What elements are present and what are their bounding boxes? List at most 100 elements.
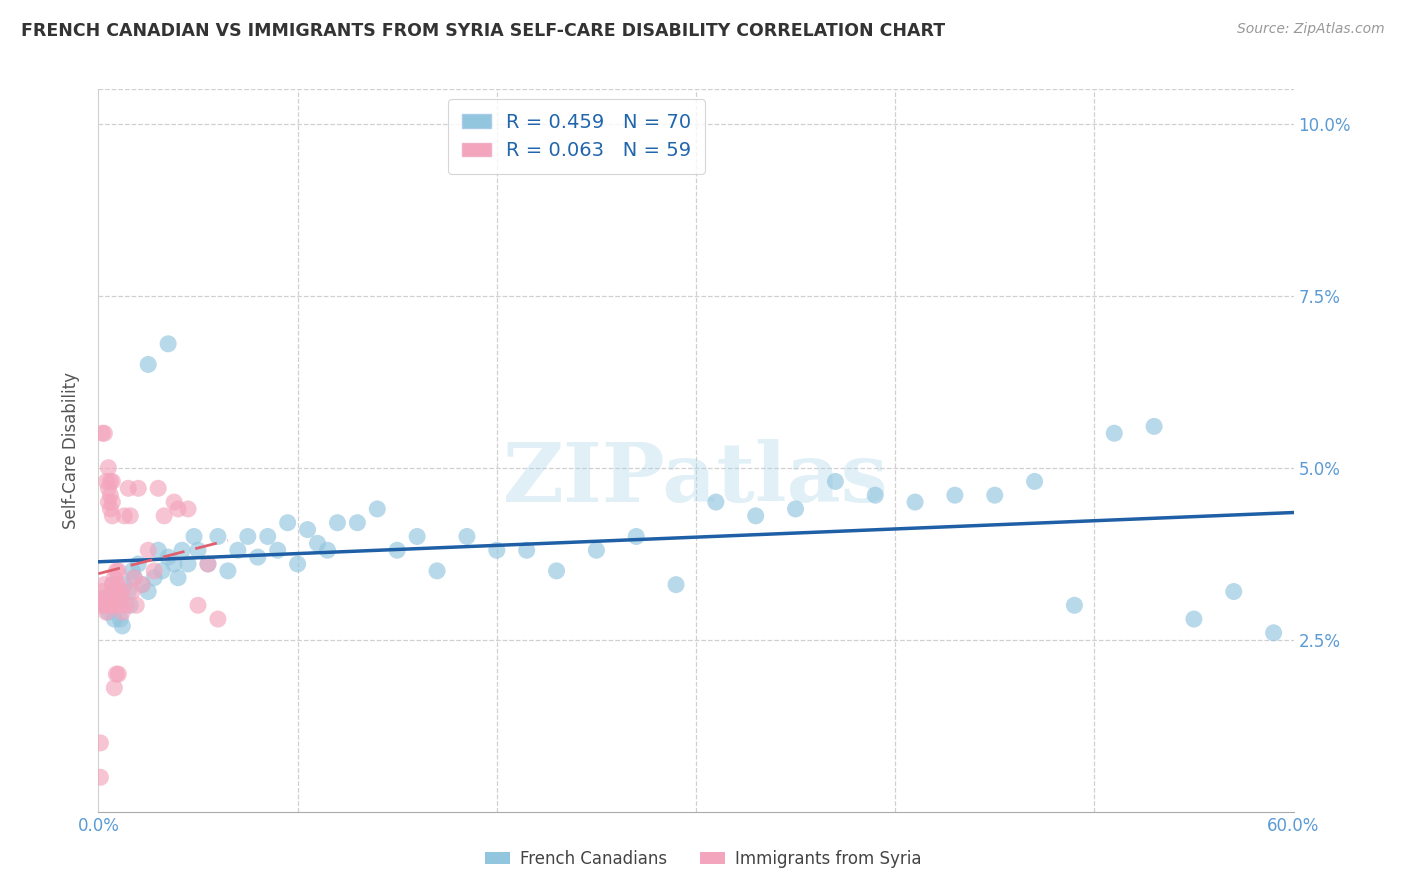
Point (107, 577, 129, 591)
Point (98, 599, 122, 613)
Point (101, 577, 124, 591)
Point (105, 564, 128, 578)
Point (110, 612, 132, 626)
Point (110, 591, 132, 606)
Point (366, 502, 388, 516)
Point (143, 564, 166, 578)
Point (97, 460, 120, 475)
Point (127, 557, 149, 571)
Point (745, 508, 768, 523)
Point (246, 550, 269, 565)
Point (136, 543, 159, 558)
Point (93, 426, 115, 441)
Point (307, 536, 329, 550)
Point (110, 599, 132, 613)
Point (217, 564, 239, 578)
Point (167, 571, 190, 585)
Point (107, 591, 129, 606)
Text: Source: ZipAtlas.com: Source: ZipAtlas.com (1237, 22, 1385, 37)
Point (131, 577, 153, 591)
Point (197, 557, 219, 571)
Point (157, 336, 180, 351)
Point (96, 605, 118, 619)
Point (157, 550, 180, 565)
Point (115, 599, 138, 613)
Point (153, 508, 176, 523)
Point (127, 481, 149, 495)
Point (93, 599, 115, 613)
Point (112, 508, 135, 523)
Point (148, 543, 170, 558)
Point (226, 543, 249, 558)
Point (103, 681, 125, 695)
Point (824, 475, 846, 489)
Point (316, 543, 339, 558)
Point (89, 736, 111, 750)
Point (485, 543, 508, 558)
Point (585, 543, 607, 558)
Point (91, 591, 114, 606)
Point (406, 529, 429, 543)
Point (103, 599, 125, 613)
Point (124, 571, 146, 585)
Point (904, 495, 927, 509)
Point (197, 557, 219, 571)
Point (101, 508, 124, 523)
Point (124, 571, 146, 585)
Point (207, 612, 229, 626)
Point (167, 502, 190, 516)
Point (256, 529, 278, 543)
Point (96, 475, 118, 489)
Point (148, 481, 170, 495)
Point (96, 591, 118, 606)
Point (103, 612, 125, 626)
Point (112, 577, 135, 591)
Point (105, 584, 128, 599)
Point (97, 605, 120, 619)
Point (98, 475, 122, 489)
Point (131, 577, 153, 591)
Legend: French Canadians, Immigrants from Syria: French Canadians, Immigrants from Syria (478, 844, 928, 875)
Point (120, 599, 142, 613)
Point (125, 599, 148, 613)
Legend: R = 0.459   N = 70, R = 0.063   N = 59: R = 0.459 N = 70, R = 0.063 N = 59 (449, 99, 704, 174)
Point (143, 571, 166, 585)
Point (117, 481, 139, 495)
Point (177, 502, 200, 516)
Point (297, 523, 319, 537)
Point (1104, 426, 1126, 441)
Point (516, 543, 538, 558)
Point (93, 599, 115, 613)
Point (103, 584, 125, 599)
Point (120, 508, 142, 523)
Point (626, 529, 648, 543)
Point (385, 543, 409, 558)
Point (984, 488, 1007, 502)
Point (326, 516, 349, 530)
Point (98, 502, 122, 516)
Point (91, 426, 114, 441)
Point (91, 599, 114, 613)
Point (91, 584, 114, 599)
Point (1223, 584, 1246, 599)
Point (163, 557, 186, 571)
Point (456, 529, 478, 543)
Point (177, 557, 200, 571)
Point (136, 358, 159, 372)
Point (267, 543, 290, 558)
Point (207, 529, 229, 543)
Point (111, 605, 134, 619)
Point (121, 584, 143, 599)
Point (277, 516, 299, 530)
Point (103, 571, 125, 585)
Y-axis label: Self-Care Disability: Self-Care Disability (62, 372, 80, 529)
Point (101, 577, 124, 591)
Point (111, 584, 134, 599)
Point (187, 599, 209, 613)
Point (105, 577, 128, 591)
Point (1182, 612, 1205, 626)
Point (98, 488, 122, 502)
Point (101, 495, 124, 509)
Point (236, 529, 259, 543)
Point (89, 770, 111, 784)
